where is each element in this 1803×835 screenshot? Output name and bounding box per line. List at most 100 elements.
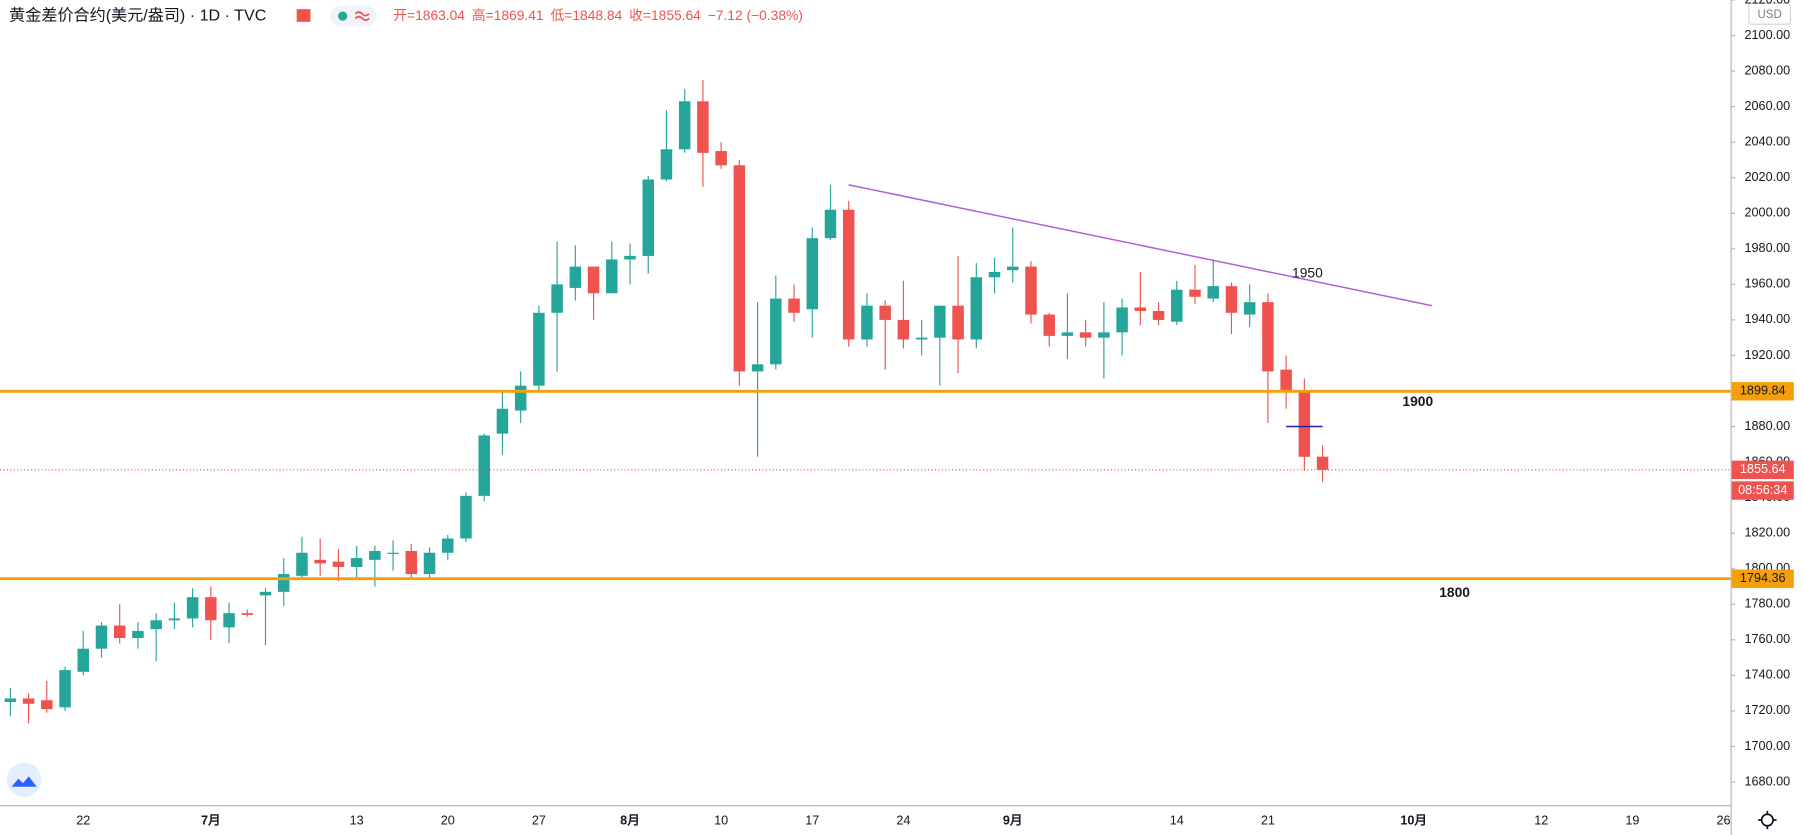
candle-body [205,597,217,621]
candle-body [405,550,418,575]
candle-body [697,101,709,153]
candle-body [186,597,199,619]
y-tick-label: 1740.00 [1745,668,1791,682]
ohlc-label: 低= [551,8,573,23]
candle-body [223,613,235,628]
candle-body [824,209,837,239]
candle-body [241,613,254,615]
logo-circle[interactable] [6,762,42,798]
x-tick-label: 7月 [201,814,221,828]
candle-body [22,698,35,704]
y-tick-label: 1700.00 [1745,739,1791,753]
candle-body [168,618,181,621]
logo-mark [11,776,37,787]
currency: USD [1758,9,1782,21]
last-price-box [1731,460,1794,480]
candle-body [642,179,654,256]
candle-body [788,298,800,313]
y-tick-label: 2080.00 [1745,63,1791,77]
candle-body [369,550,381,560]
candle-body [442,538,454,553]
indicator-pill[interactable] [330,5,377,27]
ohlc-label: 高= [472,7,494,23]
candle-body [350,558,363,567]
y-tick-label: 2060.00 [1745,99,1791,113]
y-tick-label: 2020.00 [1745,170,1791,184]
candle-body [1280,369,1292,391]
candle-body [770,298,782,365]
x-tick-label: 24 [896,814,910,828]
candle-body [587,266,600,294]
y-tick-label: 2120.00 [1745,0,1791,6]
last-price-label: 1855.64 [1740,462,1786,476]
x-tick-label: 8月 [620,814,640,828]
candle-body [569,266,582,288]
candle-body [514,385,527,411]
candle-body [77,648,90,672]
candle-body [751,364,764,372]
candle-body [897,319,910,340]
y-tick-label: 2000.00 [1745,206,1791,220]
candle-body [915,337,928,340]
ohlc-change: −7.12 (−0.38%) [708,8,803,23]
settings[interactable] [1758,810,1777,830]
candle-body [624,255,636,260]
candle-body [41,700,53,710]
candle-body [1079,332,1092,338]
candle-body [1116,307,1128,333]
candle-body [842,209,855,340]
y-tick-label: 1820.00 [1745,526,1791,540]
candle-body [678,101,691,150]
candle-body [95,625,108,649]
y-tick-label: 1720.00 [1745,703,1791,717]
candle-body [1189,289,1201,297]
price-box [1731,382,1794,401]
currency-box[interactable] [1748,2,1791,25]
candle-body [660,149,673,180]
x-tick-label: 20 [441,814,455,828]
y-tick-label: 1760.00 [1745,632,1791,646]
candle-body [277,574,290,592]
candle-body [1134,307,1147,312]
price-box-label: 1794.36 [1740,571,1786,585]
candle-body [1025,266,1037,315]
gear-teeth [1758,810,1777,830]
ohlc-value: 1855.64 [651,8,701,23]
x-tick-label: 9月 [1003,814,1023,828]
candle-body [1007,266,1019,271]
symbol-flag[interactable] [296,9,311,22]
logo[interactable] [6,762,42,798]
candle-body [1316,456,1329,470]
y-tick-label: 1940.00 [1745,312,1791,326]
candle-body [496,408,509,434]
candle-body [1298,390,1311,457]
status-dot [338,11,348,21]
x-tick-label: 26 [1717,814,1731,828]
y-tick-label: 1960.00 [1745,277,1791,291]
x-tick-label: 14 [1170,814,1184,828]
candle-body [1225,286,1238,313]
candle-body [1171,289,1183,322]
y-tick-label: 2040.00 [1745,135,1791,149]
ohlc-value: 1869.41 [494,8,544,23]
candle-body [314,559,326,564]
candle-body [715,151,727,166]
candle-body [296,552,308,576]
annotation: 1800 [1439,585,1470,600]
ohlc-label: 收= [629,8,651,23]
x-tick-label: 22 [76,814,90,828]
candle-body [132,630,144,639]
candle-body [423,552,436,575]
candle-body [387,552,399,554]
y-tick-label: 2100.00 [1745,28,1791,42]
candle-body [970,277,983,340]
x-tick-label: 10 [714,814,728,828]
wave-icon [354,11,370,21]
x-tick-label: 13 [350,814,364,828]
y-tick-label: 1920.00 [1745,348,1791,362]
candle-body [460,495,472,539]
candle-body [150,620,162,630]
countdown-box [1731,481,1794,500]
